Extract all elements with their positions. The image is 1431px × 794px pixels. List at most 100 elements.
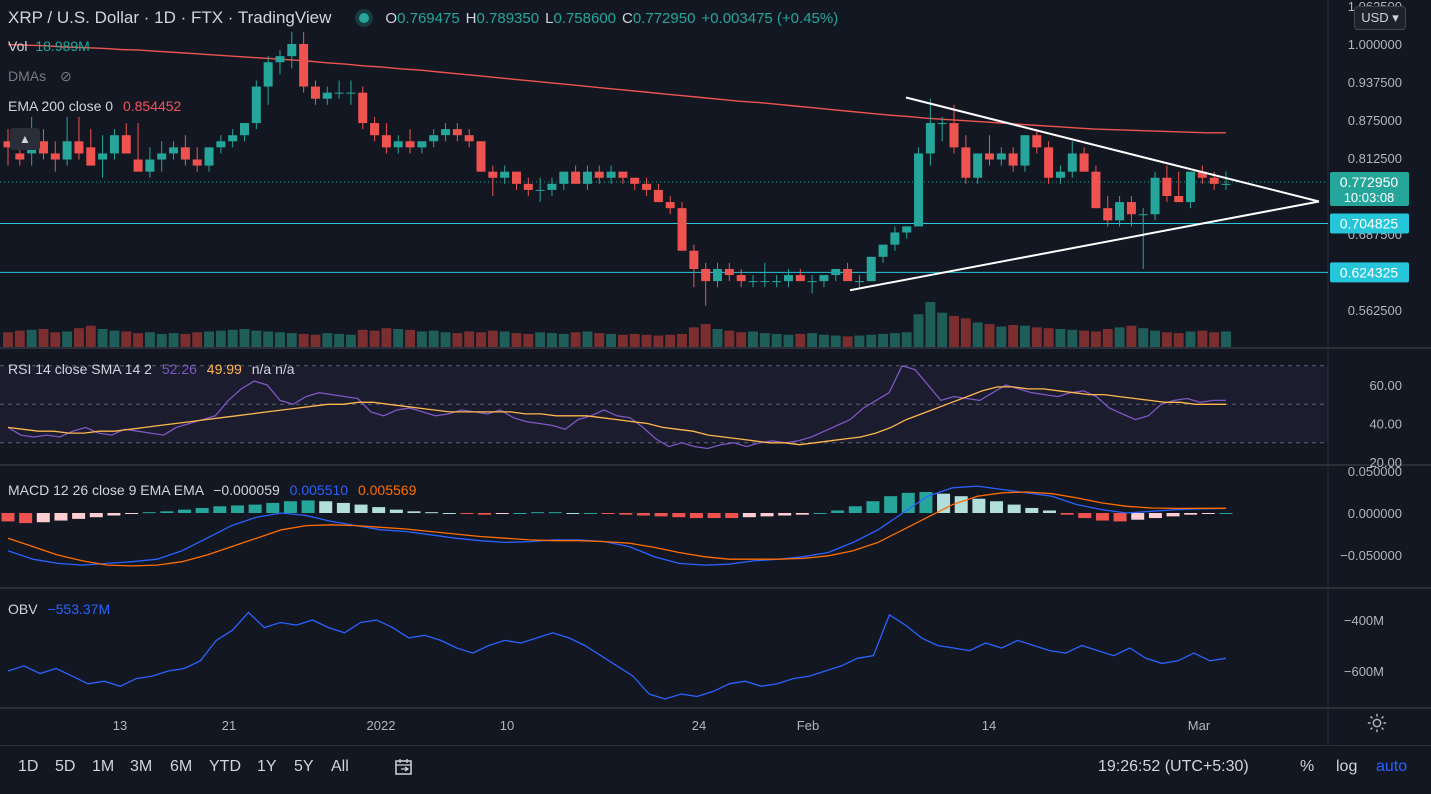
macd-legend[interactable]: MACD 12 26 close 9 EMA EMA −0.000059 0.0… bbox=[8, 482, 416, 498]
rsi-na: n/a n/a bbox=[251, 361, 295, 377]
candle-body bbox=[559, 171, 569, 184]
close-key: C bbox=[622, 9, 633, 27]
candle-body bbox=[15, 153, 25, 160]
macd-histogram-bar bbox=[513, 513, 527, 514]
rsi-legend[interactable]: RSI 14 close SMA 14 2 52.26 49.99 n/a n/… bbox=[8, 361, 295, 377]
percent-toggle[interactable]: % bbox=[1300, 758, 1315, 775]
macd-histogram-bar bbox=[831, 510, 845, 513]
macd-histogram-bar bbox=[901, 492, 915, 513]
volume-bar bbox=[1102, 329, 1113, 347]
volume-bar bbox=[523, 333, 534, 347]
volume-bar bbox=[913, 314, 924, 347]
volume-bar bbox=[310, 334, 321, 347]
macd-histogram-bar bbox=[283, 501, 297, 513]
price-badge bbox=[1330, 262, 1409, 283]
obv-legend[interactable]: OBV −553.37M bbox=[8, 601, 110, 617]
volume-bar bbox=[972, 322, 983, 347]
candle-body bbox=[535, 189, 545, 191]
price-tick-label: 0.875000 bbox=[1348, 113, 1402, 128]
volume-bar bbox=[1114, 327, 1125, 347]
candle-body bbox=[1103, 208, 1113, 221]
eye-off-icon[interactable]: ⊘ bbox=[60, 68, 72, 84]
volume-bar bbox=[736, 332, 747, 347]
obv-tick-label: −600M bbox=[1344, 664, 1384, 679]
candle-body bbox=[62, 141, 72, 160]
candle-body bbox=[358, 92, 368, 124]
macd-histogram-bar bbox=[1095, 513, 1109, 521]
macd-histogram-bar bbox=[213, 506, 227, 513]
macd-histogram-bar bbox=[442, 513, 456, 514]
macd-histogram-bar bbox=[531, 512, 545, 514]
volume-bar bbox=[26, 329, 37, 347]
candle-body bbox=[393, 141, 403, 148]
candle-body bbox=[145, 159, 155, 172]
range-button[interactable]: 1M bbox=[92, 758, 115, 775]
range-button[interactable]: 1D bbox=[18, 758, 39, 775]
candle-body bbox=[890, 232, 900, 245]
candle-body bbox=[653, 189, 663, 203]
volume-bar bbox=[984, 324, 995, 347]
macd-histogram-bar bbox=[160, 511, 174, 513]
volume-bar bbox=[416, 331, 427, 347]
clock-display[interactable]: 19:26:52 (UTC+5:30) bbox=[1098, 758, 1249, 775]
symbol-title[interactable]: XRP / U.S. Dollar · 1D · FTX · TradingVi… bbox=[8, 8, 332, 27]
volume-bar bbox=[653, 335, 664, 347]
range-button[interactable]: 3M bbox=[130, 758, 153, 775]
candle-body bbox=[571, 171, 581, 184]
time-tick-label: Feb bbox=[797, 718, 819, 733]
volume-bar bbox=[334, 333, 345, 347]
macd-histogram-bar bbox=[937, 493, 951, 513]
candle-body bbox=[441, 129, 451, 136]
volume-bar bbox=[558, 333, 569, 347]
volume-bar bbox=[1067, 329, 1078, 347]
macd-histogram-bar bbox=[725, 513, 739, 519]
range-button[interactable]: 6M bbox=[170, 758, 193, 775]
range-button[interactable]: YTD bbox=[209, 758, 241, 775]
macd-histogram-bar bbox=[990, 501, 1004, 513]
price-badge bbox=[1330, 172, 1409, 207]
candle-body bbox=[511, 171, 521, 184]
rsi-tick-label: 40.00 bbox=[1369, 417, 1402, 432]
volume-bar bbox=[133, 333, 144, 347]
price-badge-label: 0.704825 bbox=[1340, 215, 1399, 231]
volume-bar bbox=[570, 332, 581, 347]
macd-histogram-bar bbox=[884, 496, 898, 513]
settings-gear-icon[interactable] bbox=[1366, 712, 1388, 734]
range-button[interactable]: 5D bbox=[55, 758, 76, 775]
candle-body bbox=[630, 177, 640, 184]
candle-body bbox=[228, 135, 238, 142]
volume-legend[interactable]: Vol 18.989M bbox=[8, 38, 90, 54]
rsi-tick-label: 60.00 bbox=[1369, 378, 1402, 393]
macd-histogram-bar bbox=[425, 512, 439, 514]
auto-toggle[interactable]: auto bbox=[1376, 758, 1408, 775]
ema-legend[interactable]: EMA 200 close 0 0.854452 bbox=[8, 98, 181, 114]
volume-bar bbox=[1209, 332, 1220, 347]
candle-body bbox=[1020, 135, 1030, 166]
volume-bar bbox=[783, 334, 794, 347]
volume-bar bbox=[357, 329, 368, 347]
macd-histogram-bar bbox=[813, 513, 827, 514]
candle-body bbox=[429, 135, 439, 142]
rsi-tick-label: 20.00 bbox=[1369, 455, 1402, 470]
volume-bar bbox=[487, 330, 498, 347]
collapse-legend-button[interactable]: ▲ bbox=[10, 128, 40, 150]
candle-body bbox=[914, 153, 924, 227]
dmas-legend[interactable]: DMAs ⊘ bbox=[8, 68, 72, 85]
range-button[interactable]: 5Y bbox=[294, 758, 314, 775]
candle-body bbox=[1126, 202, 1136, 215]
range-button[interactable]: All bbox=[331, 758, 349, 775]
log-toggle[interactable]: log bbox=[1336, 758, 1358, 775]
currency-select[interactable]: USD ▾ bbox=[1354, 6, 1406, 30]
compare-calendar-icon[interactable] bbox=[393, 756, 415, 778]
volume-bar bbox=[996, 326, 1007, 347]
volume-bar bbox=[62, 331, 73, 347]
volume-value: 18.989M bbox=[35, 38, 90, 54]
rsi-sma-value: 49.99 bbox=[206, 361, 242, 377]
volume-bar bbox=[464, 331, 475, 347]
candle-body bbox=[689, 250, 699, 269]
volume-bar bbox=[393, 329, 404, 347]
range-button[interactable]: 1Y bbox=[257, 758, 277, 775]
volume-bar bbox=[1031, 327, 1042, 347]
macd-tick-label: 0.050000 bbox=[1348, 464, 1402, 479]
